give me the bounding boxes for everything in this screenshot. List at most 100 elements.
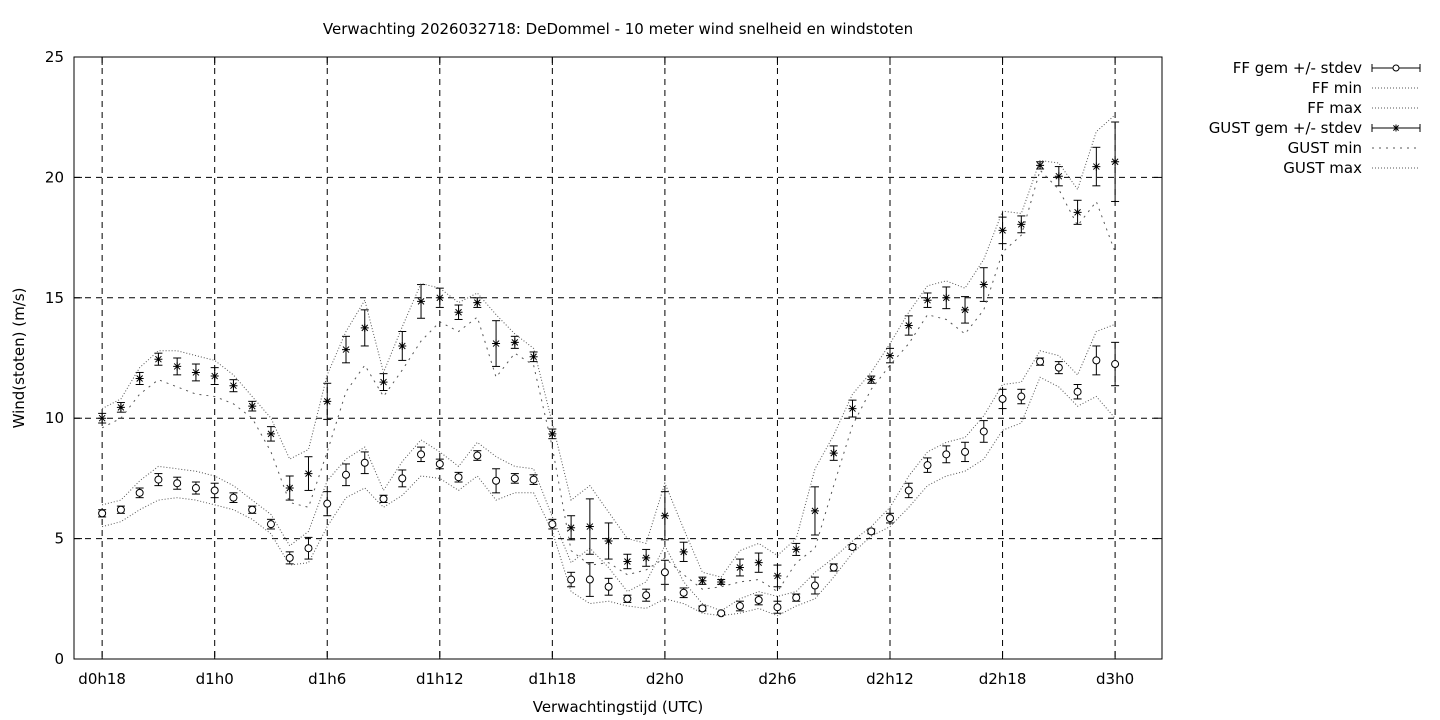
x-tick-label: d2h6 — [758, 670, 796, 688]
data-point-circle — [717, 609, 726, 618]
data-point-circle — [754, 596, 763, 605]
data-point-star — [773, 571, 782, 580]
x-tick-label: d2h18 — [979, 670, 1027, 688]
data-point-circle — [623, 594, 632, 603]
data-point-star — [886, 351, 894, 360]
data-point-circle — [660, 568, 669, 577]
data-point-circle — [454, 473, 463, 482]
data-point-star — [548, 429, 557, 438]
data-point-circle — [116, 505, 125, 514]
legend-label: FF max — [1307, 99, 1362, 117]
data-point-circle — [923, 461, 932, 470]
y-axis-label: Wind(stoten) (m/s) — [10, 288, 28, 429]
data-point-star — [210, 372, 219, 381]
data-point-star — [492, 339, 501, 348]
data-point-circle — [810, 581, 819, 590]
data-point-circle — [98, 509, 107, 518]
series-line — [101, 169, 1116, 593]
data-point-star — [454, 308, 463, 317]
data-point-star — [979, 280, 988, 289]
data-point-circle — [886, 514, 894, 523]
series-gust-gem-stdev — [98, 121, 1120, 588]
data-point-star — [867, 375, 876, 384]
data-point-star — [623, 557, 632, 566]
data-point-star — [604, 537, 613, 546]
data-point-circle — [435, 459, 444, 468]
x-tick-label: d2h12 — [866, 670, 914, 688]
data-point-star — [1092, 162, 1101, 171]
data-point-circle — [1111, 360, 1120, 369]
data-point-star — [323, 397, 332, 406]
data-point-star — [961, 305, 970, 314]
data-point-circle — [698, 604, 707, 613]
data-point-circle — [867, 527, 876, 536]
data-point-star — [848, 404, 857, 413]
data-point-star — [904, 321, 913, 330]
x-tick-label: d2h0 — [646, 670, 684, 688]
data-point-circle — [585, 575, 594, 584]
series-ff-gem-stdev — [98, 341, 1120, 618]
data-point-circle — [998, 394, 1007, 403]
series-ff-max — [101, 323, 1116, 612]
data-point-star — [567, 523, 576, 532]
data-point-star — [379, 378, 388, 387]
data-point-circle — [248, 505, 257, 514]
data-point-circle — [398, 474, 407, 483]
data-point-star — [792, 545, 801, 554]
data-point-circle — [642, 591, 651, 600]
data-point-star — [829, 449, 838, 458]
legend-label: GUST gem +/- stdev — [1209, 119, 1362, 137]
data-point-circle — [360, 458, 369, 467]
data-point-star — [529, 352, 538, 361]
data-point-star — [98, 414, 107, 423]
data-point-circle — [567, 575, 576, 584]
data-point-star — [1073, 208, 1082, 217]
y-tick-label: 20 — [45, 168, 64, 186]
data-point-star — [116, 403, 125, 412]
data-point-star — [1017, 220, 1026, 229]
data-point-circle — [210, 486, 219, 495]
legend: FF gem +/- stdev FF min FF max GUST gem +/-… — [1209, 59, 1421, 177]
x-axis-label: Verwachtingstijd (UTC) — [533, 698, 704, 716]
data-point-star — [679, 547, 688, 556]
axes: 0 5 10 15 20 25 d0h18 d1h0 d1h6 d1h12 d1h18 d2h0 d2h… — [45, 48, 1162, 688]
data-point-star — [360, 323, 369, 332]
legend-label: FF min — [1312, 79, 1362, 97]
legend-label: GUST max — [1283, 159, 1362, 177]
data-point-star — [1392, 124, 1400, 132]
series-line — [101, 114, 1116, 578]
data-point-star — [191, 368, 200, 377]
data-point-circle — [417, 450, 426, 459]
data-point-circle — [1036, 357, 1045, 366]
data-point-circle — [529, 475, 538, 484]
data-point-circle — [379, 494, 388, 503]
data-point-circle — [792, 593, 801, 602]
data-point-circle — [191, 484, 200, 493]
data-point-star — [266, 429, 275, 438]
data-point-circle — [1017, 392, 1026, 401]
data-point-star — [923, 296, 932, 305]
data-point-star — [998, 226, 1007, 235]
data-point-star — [1054, 172, 1063, 181]
data-point-circle — [229, 493, 238, 502]
series-line — [101, 376, 1116, 617]
series-ff-min — [101, 376, 1116, 617]
data-point-circle — [1054, 363, 1063, 372]
data-point-star — [754, 558, 763, 567]
data-point-star — [229, 381, 238, 390]
y-tick-label: 15 — [45, 289, 64, 307]
data-point-star — [660, 511, 669, 520]
data-point-star — [942, 293, 951, 302]
x-tick-label: d1h12 — [416, 670, 464, 688]
legend-label: GUST min — [1288, 139, 1362, 157]
data-point-star — [698, 576, 707, 585]
data-point-star — [473, 298, 482, 307]
data-point-star — [585, 522, 594, 531]
data-point-circle — [342, 470, 350, 479]
data-point-star — [342, 345, 350, 354]
data-point-star — [717, 577, 726, 586]
data-point-circle — [942, 450, 951, 459]
data-point-circle — [848, 543, 857, 552]
data-point-star — [510, 338, 519, 347]
data-point-circle — [473, 451, 482, 460]
